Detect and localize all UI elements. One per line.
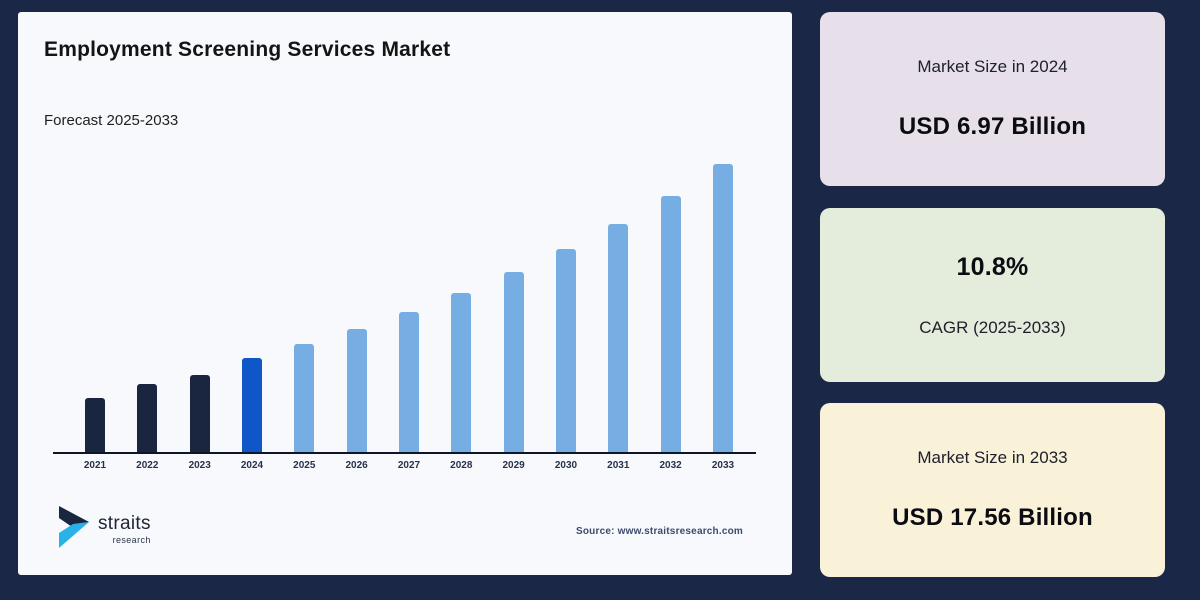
bar-2025 — [294, 344, 315, 452]
bar-2026 — [346, 329, 367, 452]
x-tick-2031: 2031 — [607, 460, 630, 471]
bar-2022 — [137, 384, 158, 452]
market-size-2024-value: USD 6.97 Billion — [898, 113, 1087, 140]
bar-2021 — [85, 398, 105, 452]
bar-2028 — [451, 293, 472, 452]
logo-arrow-icon — [56, 504, 92, 555]
x-tick-2027: 2027 — [397, 460, 421, 471]
x-tick-2023: 2023 — [188, 460, 211, 471]
chart-card: Employment Screening Services Market For… — [18, 12, 792, 575]
source-attribution: Source: www.straitsresearch.com — [576, 526, 744, 537]
x-axis-line — [53, 452, 756, 454]
x-tick-2022: 2022 — [136, 460, 159, 471]
bar-2033 — [713, 164, 733, 452]
market-size-2024-card: Market Size in 2024 USD 6.97 Billion — [820, 12, 1165, 186]
x-tick-2029: 2029 — [502, 460, 525, 471]
bar-2023 — [189, 375, 210, 452]
bar-2031 — [608, 224, 629, 452]
stats-column: Market Size in 2024 USD 6.97 Billion 10.… — [820, 0, 1165, 600]
logo-subtext: research — [112, 535, 151, 545]
chart-subtitle: Forecast 2025-2033 — [44, 112, 179, 129]
market-size-2033-card: Market Size in 2033 USD 17.56 Billion — [820, 403, 1165, 577]
x-tick-2028: 2028 — [450, 460, 473, 471]
bar-chart: 2021 2022 2023 2024 2025 2026 2027 2028 2029 2030… — [53, 152, 756, 471]
bar-2032 — [660, 196, 681, 452]
market-size-2033-value: USD 17.56 Billion — [892, 504, 1093, 531]
market-size-2024-label: Market Size in 2024 — [917, 57, 1068, 76]
x-tick-2033: 2033 — [711, 460, 735, 471]
cagr-value: 10.8% — [956, 252, 1029, 281]
bar-2024 — [242, 358, 262, 452]
x-tick-2026: 2026 — [345, 460, 368, 471]
logo-name: straits — [98, 513, 151, 534]
bar-2029 — [503, 272, 524, 452]
cagr-card: 10.8% CAGR (2025-2033) — [820, 208, 1165, 382]
logo-text: straits research — [98, 514, 151, 545]
x-tick-2025: 2025 — [293, 460, 316, 471]
market-size-2033-label: Market Size in 2033 — [917, 448, 1068, 467]
x-tick-2021: 2021 — [83, 460, 107, 471]
bar-2027 — [399, 312, 419, 452]
bar-2030 — [556, 249, 576, 452]
straits-research-logo: straits research — [56, 504, 151, 555]
page-title: Employment Screening Services Market — [44, 38, 451, 61]
x-tick-2032: 2032 — [659, 460, 682, 471]
cagr-label: CAGR (2025-2033) — [919, 317, 1066, 337]
x-tick-2030: 2030 — [554, 460, 578, 471]
x-tick-2024: 2024 — [240, 460, 264, 471]
